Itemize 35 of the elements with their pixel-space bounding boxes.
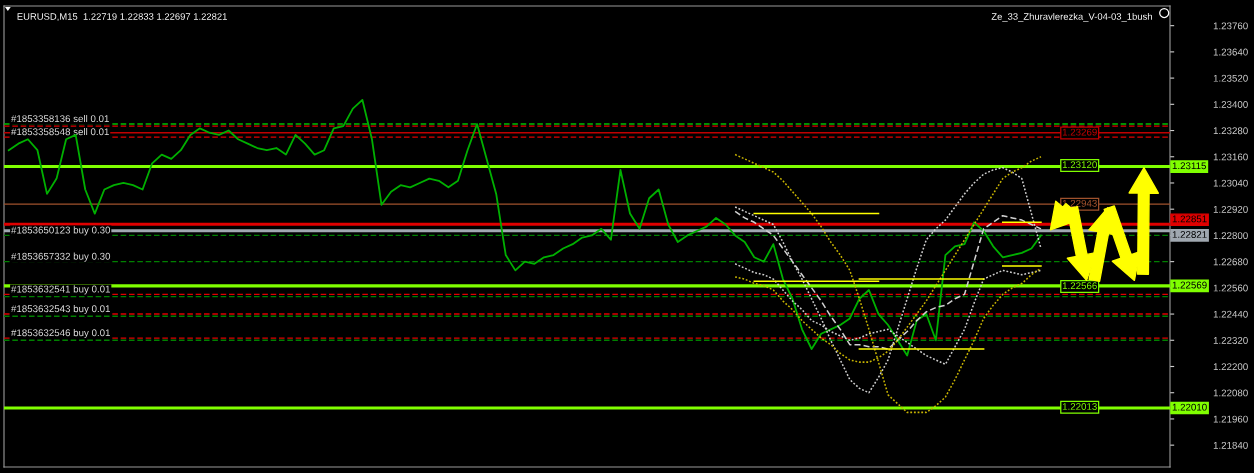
ref-line-label: 1.22851 <box>1172 215 1207 223</box>
ref-line-label: #1853632546 buy 0.01 <box>11 329 110 339</box>
y-tick-label: 1.23520 <box>1213 74 1248 82</box>
text: Ze_33_Zhuravlerezka_V-04-03_1bush <box>991 12 1152 22</box>
annotation: 1.23120 <box>1062 161 1097 169</box>
text: EURUSD,M15 1.22719 1.22833 1.22697 1.22821 <box>17 13 227 21</box>
y-tick-label: 1.22200 <box>1213 363 1248 371</box>
y-tick-label: 1.23280 <box>1213 127 1248 135</box>
y-tick-label: 1.23760 <box>1213 22 1248 30</box>
ref-line-label: #1853632541 buy 0.01 <box>11 285 110 295</box>
y-tick-label: 1.22560 <box>1213 284 1248 292</box>
ref-line-label: #1853657332 buy 0.30 <box>11 252 111 262</box>
ref-line-label: 1.23115 <box>1172 162 1207 170</box>
ref-line-label: #1853632543 buy 0.01 <box>11 305 110 315</box>
y-tick-label: 1.21840 <box>1213 441 1248 449</box>
y-tick-label: 1.22440 <box>1213 310 1248 318</box>
y-tick-label: 1.22680 <box>1213 258 1248 266</box>
y-tick-label: 1.22920 <box>1213 205 1248 213</box>
ref-line-label: 1.22010 <box>1172 403 1207 411</box>
y-tick-label: 1.23400 <box>1213 101 1248 108</box>
y-tick-label: 1.23040 <box>1213 179 1248 187</box>
y-tick-label: 1.22320 <box>1213 337 1248 344</box>
y-tick-label: 1.23640 <box>1213 48 1248 56</box>
ref-line-label: 1.22821 <box>1172 231 1207 238</box>
ref-line-label: #1853650123 buy 0.30 <box>11 226 111 236</box>
annotation: 1.22566 <box>1062 282 1097 290</box>
ref-line-label: #1853358136 sell 0.01 <box>11 114 109 123</box>
ref-line-label: #1853358548 sell 0.01 <box>11 128 109 136</box>
ref-line-label: 1.22569 <box>1172 281 1207 289</box>
annotation: 1.22013 <box>1062 403 1097 410</box>
y-tick-label: 1.23160 <box>1213 153 1248 161</box>
y-tick-label: 1.21960 <box>1213 415 1248 423</box>
y-tick-label: 1.22800 <box>1213 232 1248 240</box>
y-tick-label: 1.22080 <box>1213 389 1248 397</box>
annotation: 1.23269 <box>1062 128 1097 136</box>
